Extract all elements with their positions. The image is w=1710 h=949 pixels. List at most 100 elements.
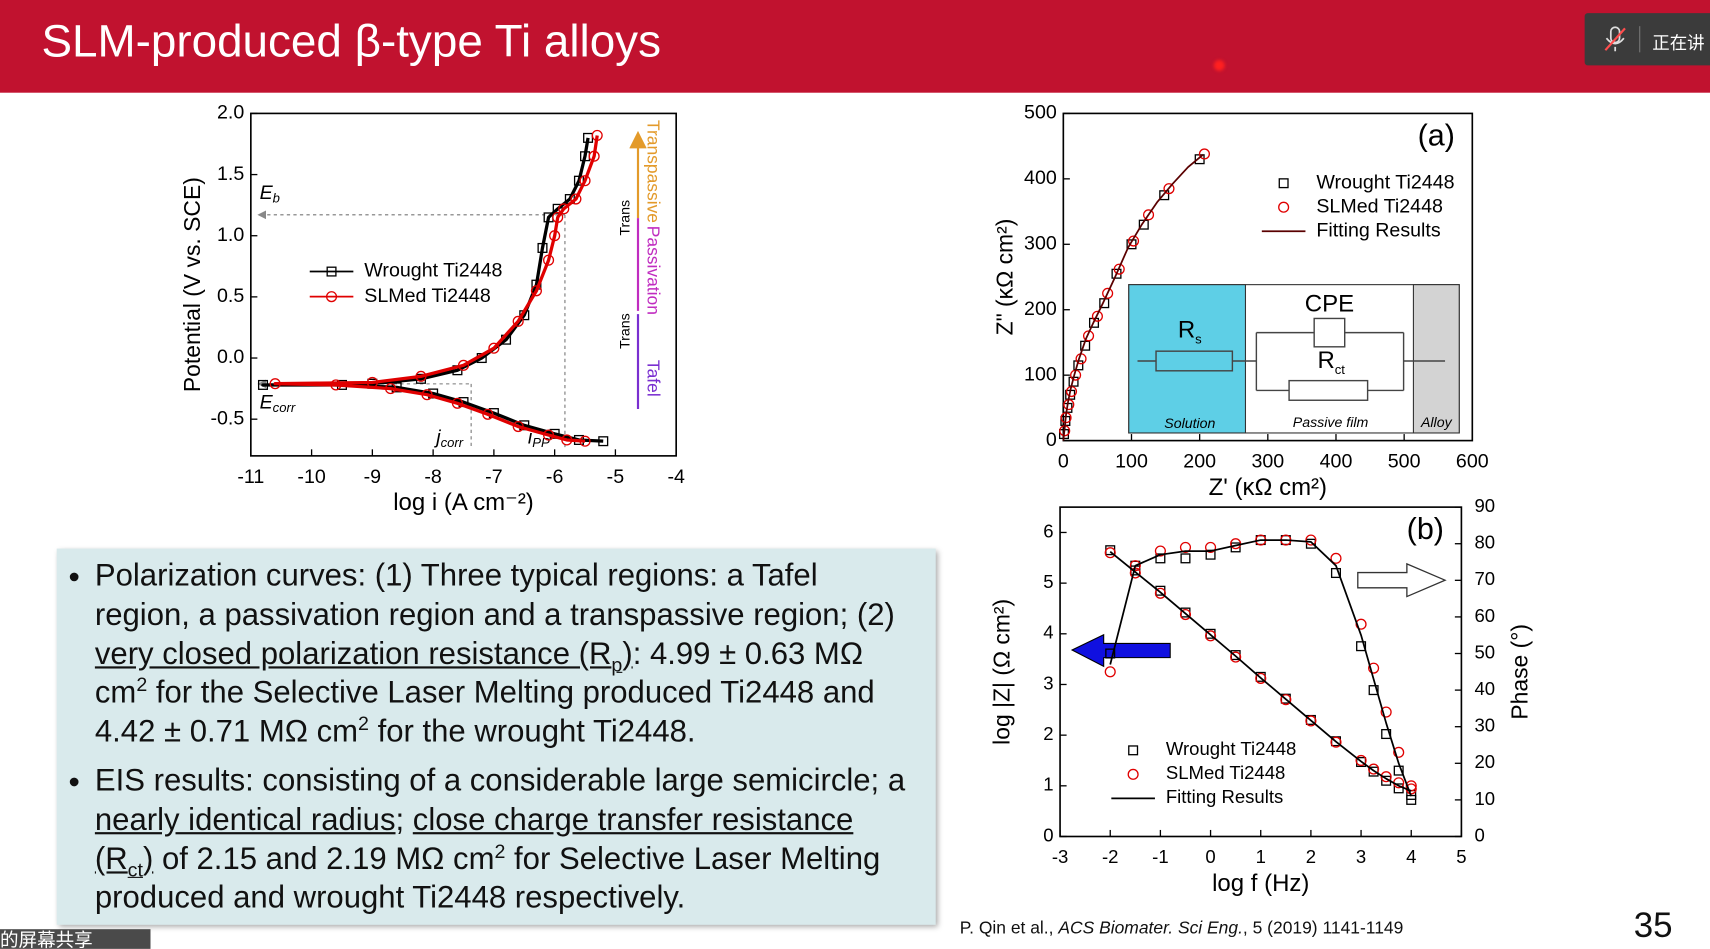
text-run: ct — [127, 858, 143, 881]
legend-label: Fitting Results — [1316, 219, 1441, 241]
x-tick-label: -4 — [667, 466, 685, 488]
y2-tick-label: 70 — [1474, 568, 1495, 589]
marker-circle — [570, 193, 582, 205]
marker-circle — [1205, 630, 1217, 642]
marker-square — [1180, 553, 1191, 564]
y-tick-label: 5 — [1043, 571, 1053, 592]
y-tick-label: 4 — [1043, 622, 1053, 643]
y-tick-label: 1.0 — [217, 224, 244, 246]
x-tick-label: -6 — [546, 466, 564, 488]
x-tick-label: 3 — [1356, 846, 1366, 867]
y-tick-label: 2 — [1043, 723, 1053, 744]
y-tick-label: -0.5 — [210, 407, 244, 429]
y2-tick-label: 0 — [1474, 824, 1484, 845]
marker-circle — [1179, 608, 1192, 621]
marker-circle — [543, 429, 555, 441]
text-run: 2 — [136, 673, 148, 696]
marker-square — [1126, 239, 1137, 250]
x-tick-label: 500 — [1388, 451, 1421, 473]
text-run: for the wrought Ti2448. — [368, 714, 696, 750]
meeting-status: 正在讲 — [1652, 32, 1705, 54]
marker-circle — [1113, 263, 1125, 275]
panel-label: (a) — [1418, 118, 1455, 152]
text-run: nearly identical radius — [94, 802, 396, 838]
marker-circle — [1368, 763, 1380, 775]
annotation: jcorr — [433, 427, 464, 451]
text-run: : 4.99 ± 0.63 MΩ cm — [94, 636, 864, 711]
marker-circle — [1380, 771, 1392, 783]
x-tick-label: -3 — [1052, 846, 1068, 867]
region-label: Alloy — [1420, 415, 1453, 431]
legend-label: Wrought Ti2448 — [1316, 171, 1454, 193]
legend-marker — [1128, 745, 1139, 756]
marker-circle — [1091, 310, 1103, 322]
marker-circle — [579, 175, 591, 187]
marker-circle — [1305, 715, 1317, 727]
y-tick-label: 300 — [1024, 232, 1057, 254]
marker-circle — [1230, 651, 1242, 663]
marker-square — [1105, 648, 1116, 659]
marker-circle — [1142, 209, 1155, 221]
marker-square — [1381, 729, 1392, 740]
guides — [257, 210, 566, 450]
text-run: very closed polarization resistance (R — [94, 636, 612, 672]
x-tick-label: -11 — [237, 466, 264, 488]
series-line — [1109, 551, 1412, 792]
mic-icon[interactable] — [1593, 13, 1637, 65]
region-label: Trans — [618, 200, 634, 236]
text-run: ) — [142, 841, 154, 877]
x-tick-label: -5 — [607, 466, 625, 488]
legend-marker — [1127, 768, 1139, 780]
y2-axis-title: Phase (°) — [1506, 624, 1532, 720]
marker-square — [1230, 542, 1241, 553]
circuit-label: Rct — [1317, 347, 1345, 377]
marker-circle — [543, 254, 555, 266]
x-tick-label: 1 — [1256, 846, 1266, 867]
x-tick-label: 100 — [1115, 451, 1148, 473]
region-label: Transpassive — [644, 120, 664, 223]
marker-circle — [512, 420, 524, 433]
text-run: ACS Biomater. Sci Eng. — [1058, 919, 1243, 938]
legend-marker — [1278, 178, 1289, 189]
x-tick-label: 0 — [1058, 451, 1069, 473]
marker-circle — [1198, 148, 1210, 160]
citation: P. Qin et al., ACS Biomater. Sci Eng., 5… — [960, 919, 1404, 939]
share-banner[interactable]: 的屏幕共享 — [0, 929, 151, 949]
plot-frame — [250, 112, 677, 457]
text-run: ; — [395, 802, 413, 838]
x-tick-label: 4 — [1406, 846, 1416, 867]
legend-label: SLMed Ti2448 — [1316, 195, 1443, 217]
text-run: ) — [622, 636, 633, 672]
marker-circle — [1104, 547, 1116, 559]
slide-number: 35 — [1633, 905, 1673, 945]
legend-label: SLMed Ti2448 — [1166, 762, 1286, 783]
circuit-inset: Rs CPE Rct Solution Passive film Alloy — [1128, 284, 1460, 434]
marker-circle — [1355, 754, 1367, 767]
y-tick-label: 2.0 — [217, 102, 244, 124]
region-label: Solution — [1164, 416, 1215, 432]
marker-circle — [1179, 541, 1192, 553]
marker-circle — [269, 378, 281, 390]
bullet: Polarization curves: (1) Three typical r… — [95, 557, 918, 752]
marker-circle — [1102, 287, 1114, 299]
text-run: of 2.15 and 2.19 MΩ cm — [153, 841, 495, 877]
marker-circle — [1163, 183, 1175, 195]
x-tick-label: 200 — [1183, 451, 1216, 473]
y2-tick-label: 30 — [1474, 715, 1495, 736]
region-label: Passivation — [644, 226, 664, 315]
marker-circle — [588, 150, 600, 162]
x-tick-label: 400 — [1320, 451, 1353, 473]
marker-square — [1088, 317, 1100, 328]
axis-arrow — [1357, 562, 1447, 598]
marker-circle — [1355, 618, 1367, 630]
x-tick-label: -7 — [485, 466, 502, 488]
meeting-widget[interactable]: 正在讲 — [1584, 13, 1710, 66]
legend-label: Wrought Ti2448 — [364, 260, 502, 282]
marker-square — [537, 242, 548, 253]
y2-tick-label: 90 — [1474, 495, 1495, 516]
y-tick-label: 400 — [1024, 167, 1057, 189]
marker-circle — [552, 211, 564, 223]
